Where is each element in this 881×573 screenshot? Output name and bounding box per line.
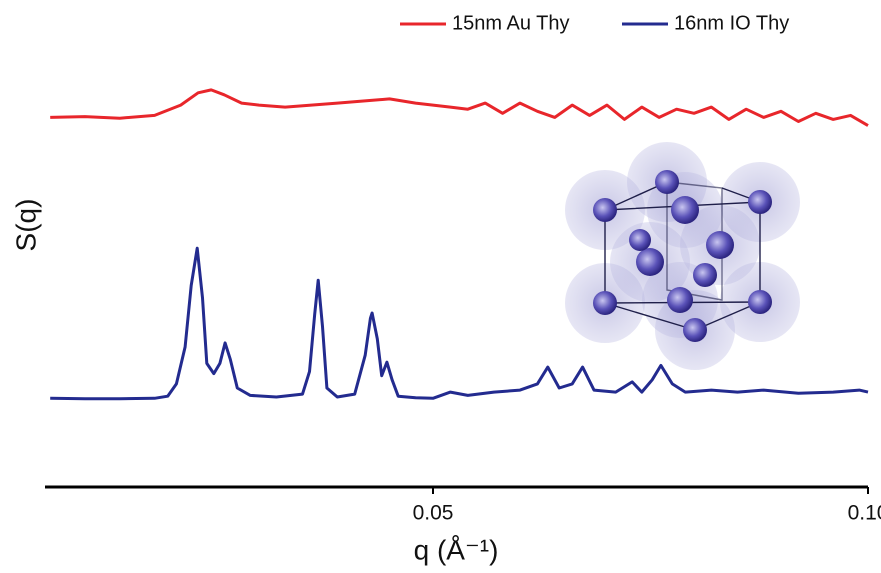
x-tick-label: 0.10 — [848, 502, 881, 525]
lattice-inset — [565, 142, 800, 370]
series-line — [50, 246, 869, 401]
legend-label: 16nm IO Thy — [674, 12, 789, 34]
legend-label: 15nm Au Thy — [452, 12, 569, 34]
y-axis-label: S(q) — [10, 199, 41, 252]
series-line — [50, 88, 869, 127]
x-tick-label: 0.05 — [413, 502, 454, 525]
x-axis-label: q (Å⁻¹) — [414, 534, 499, 565]
